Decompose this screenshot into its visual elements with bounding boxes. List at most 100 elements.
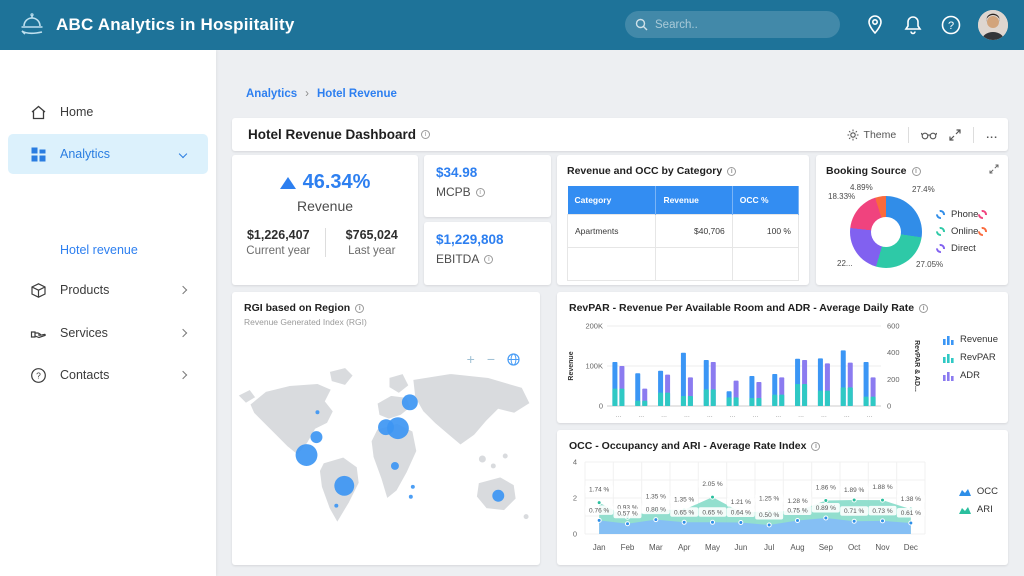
map-bubble[interactable] <box>492 489 505 502</box>
legend-item-ari[interactable]: ARI <box>958 504 998 515</box>
fullscreen-icon[interactable] <box>949 128 961 141</box>
search-bar[interactable] <box>625 11 840 38</box>
legend-label: Revenue <box>959 334 998 345</box>
map-bubble[interactable] <box>378 419 394 436</box>
breadcrumb-hotel-revenue[interactable]: Hotel Revenue <box>316 88 397 100</box>
avatar-image <box>978 10 1008 40</box>
legend-label: Direct <box>951 243 976 254</box>
current-year-value: $1,226,407 <box>246 228 310 242</box>
map-bubble[interactable] <box>310 431 323 444</box>
sidebar: Home Analytics Hotel revenue Products Se… <box>0 50 216 576</box>
table-header-cell[interactable]: Category <box>567 186 657 215</box>
mcpb-value: $34.98 <box>436 165 478 180</box>
donut-hole <box>871 217 901 247</box>
svg-text:200K: 200K <box>585 322 603 331</box>
sidebar-item-home[interactable]: Home <box>8 92 208 132</box>
sidebar-item-products[interactable]: Products <box>8 270 208 310</box>
svg-text:4: 4 <box>573 458 577 467</box>
search-input[interactable] <box>655 18 815 31</box>
bell-icon[interactable] <box>901 13 925 37</box>
legend-item-phone[interactable]: Phone <box>936 206 978 223</box>
box-icon <box>31 282 46 298</box>
info-icon[interactable]: i <box>484 255 494 265</box>
expand-icon[interactable] <box>989 164 999 174</box>
table-header-row: Category Revenue OCC % <box>567 186 800 215</box>
legend-item-online[interactable]: Online <box>936 223 978 240</box>
svg-text:0: 0 <box>599 402 603 411</box>
svg-text:1.35 %: 1.35 % <box>674 497 694 504</box>
occ-area-chart: 0 2 4 1.74 % 0.93 % 1.35 % 1.35 % 2.05 % 1.21 % 1… <box>573 458 926 552</box>
revenue-change-value: 46.34% <box>302 171 371 193</box>
ring-icon <box>936 244 945 253</box>
map-bubble[interactable] <box>401 394 418 411</box>
map-bubble[interactable] <box>390 461 399 470</box>
map-bubble[interactable] <box>315 410 320 415</box>
legend-item-revenue[interactable]: Revenue <box>942 334 998 345</box>
legend-item-occ[interactable]: OCC <box>958 486 998 497</box>
user-avatar[interactable] <box>978 10 1008 40</box>
booking-source-title: Booking Source <box>826 165 907 177</box>
location-icon[interactable] <box>863 13 887 37</box>
category-table: Category Revenue OCC % Apartments $40,706 10… <box>566 186 800 281</box>
sidebar-item-analytics[interactable]: Analytics <box>8 134 208 174</box>
category-table-card: Revenue and OCC by Category i Category Rev… <box>557 155 809 285</box>
map-globe-icon[interactable] <box>507 352 520 366</box>
map-bubble[interactable] <box>295 444 318 466</box>
map-bubble[interactable] <box>334 503 339 508</box>
legend-item-direct[interactable]: Direct <box>936 240 978 257</box>
info-icon[interactable]: i <box>421 130 431 139</box>
table-header-cell[interactable]: OCC % <box>732 186 800 215</box>
svg-text:0.61 %: 0.61 % <box>901 510 921 517</box>
breadcrumb-analytics[interactable]: Analytics <box>246 88 298 100</box>
svg-text:0.65 %: 0.65 % <box>702 509 722 516</box>
occ-title: OCC - Occupancy and ARI - Average Rate I… <box>569 440 807 452</box>
dashboard-icon <box>31 147 46 161</box>
table-header-cell[interactable]: Revenue <box>655 186 733 215</box>
map-bubble[interactable] <box>410 484 415 489</box>
map-bubble[interactable] <box>334 475 355 496</box>
map-zoom-in-button[interactable]: + <box>466 351 475 367</box>
sidebar-item-products[interactable] <box>8 220 208 260</box>
info-icon[interactable]: i <box>355 303 365 313</box>
map-bubbles <box>295 394 505 508</box>
world-map[interactable] <box>232 354 540 559</box>
booking-legend-col2 <box>978 206 987 240</box>
map-bubble[interactable] <box>408 494 413 499</box>
legend-item-4[interactable] <box>978 206 987 223</box>
svg-text:...: ... <box>707 412 713 418</box>
ebitda-value: $1,229,808 <box>436 232 504 247</box>
info-icon[interactable]: i <box>811 441 821 451</box>
category-table-title: Revenue and OCC by Category <box>567 165 723 177</box>
svg-text:Jul: Jul <box>764 543 774 552</box>
ring-icon <box>978 210 987 219</box>
divider <box>973 126 975 143</box>
info-icon[interactable]: i <box>727 166 737 176</box>
info-icon[interactable]: i <box>911 166 921 176</box>
svg-text:Oct: Oct <box>848 543 861 552</box>
table-cell: $40,706 <box>655 214 733 248</box>
svg-text:Jan: Jan <box>593 543 606 552</box>
svg-text:0.75 %: 0.75 % <box>787 508 807 515</box>
sidebar-item-services[interactable]: Services <box>8 313 208 353</box>
map-zoom-out-button[interactable]: − <box>486 351 495 367</box>
legend-item-5[interactable] <box>978 223 987 240</box>
legend-item-revpar[interactable]: RevPAR <box>942 352 998 363</box>
revpar-title: RevPAR - Revenue Per Available Room and … <box>569 302 915 314</box>
info-icon[interactable]: i <box>919 303 929 313</box>
sidebar-subitem-hotel-revenue[interactable]: Hotel revenue <box>60 243 138 257</box>
theme-button[interactable]: Theme <box>847 129 896 141</box>
info-icon[interactable]: i <box>475 188 485 198</box>
svg-text:Mar: Mar <box>649 543 663 552</box>
svg-text:600: 600 <box>887 322 900 331</box>
svg-text:0: 0 <box>887 402 891 411</box>
help-icon[interactable]: ? <box>939 13 963 37</box>
pie-label-online: 27.05% <box>916 260 944 269</box>
sidebar-item-contacts[interactable]: ? Contacts <box>8 355 208 395</box>
more-button[interactable]: ... <box>986 128 998 141</box>
legend-item-adr[interactable]: ADR <box>942 370 998 381</box>
glasses-icon[interactable] <box>921 129 938 141</box>
svg-text:1.86 %: 1.86 % <box>816 485 836 492</box>
svg-text:Apr: Apr <box>678 543 691 552</box>
svg-text:...: ... <box>775 412 781 418</box>
svg-text:?: ? <box>36 370 41 380</box>
